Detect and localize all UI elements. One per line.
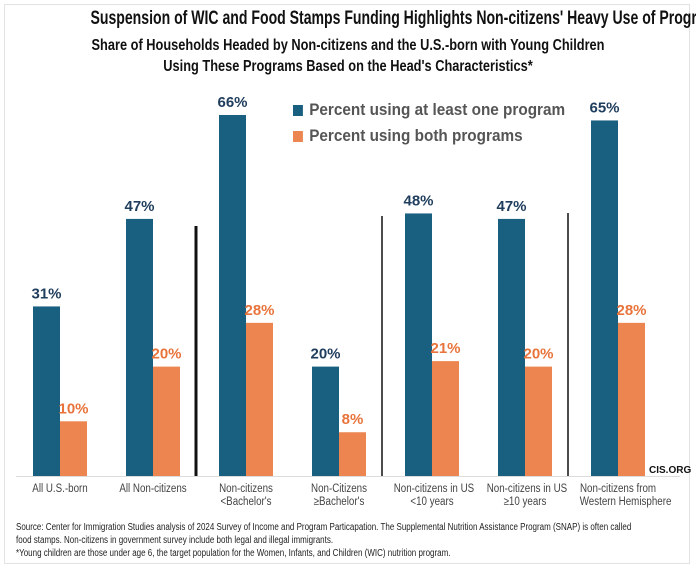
data-label: 10% [58,400,88,417]
data-label: 21% [430,340,460,357]
footnote-source-2: food stamps. Non-citizens in government … [16,535,334,546]
bar-at-least-one [33,306,60,476]
category-label-line: All Non-citizens [119,483,187,495]
chart-subtitle-line-1: Share of Households Headed by Non-citize… [91,37,605,54]
category-label-line: ≥10 years [503,496,547,508]
data-label: 47% [496,198,526,215]
category-label: All U.S.-born [22,483,99,496]
category-label-line: <Bachelor's [220,496,272,508]
footnote-source-1: Source: Center for Immigration Studies a… [16,522,632,533]
watermark: CIS.ORG [649,465,692,476]
data-label: 31% [31,285,61,302]
bar-both [339,432,366,476]
bar-at-least-one [126,218,153,476]
category-label: Non-Citizens ≥Bachelor's [301,483,378,509]
data-label: 28% [616,302,646,319]
legend-label: Percent using both programs [309,126,523,145]
category-label-line: Western Hemisphere [579,496,672,508]
data-label: 20% [310,346,340,363]
data-label: 20% [151,346,181,363]
category-label-line: Non-citizens [219,483,273,495]
data-label: 8% [342,411,364,428]
data-label: 48% [403,192,433,209]
category-label: Non-citizens <Bachelor's [208,483,285,509]
category-label-line: Non-Citizens [311,483,367,495]
category-label: Non-citizens from Western Hemisphere [579,483,672,509]
bar-both [525,366,552,476]
footnote-young-children: *Young children are those under age 6, t… [16,548,451,559]
legend-item-both: Percent using both programs [293,126,523,146]
legend-swatch-orange [293,130,303,142]
category-label: Non-citizens in US <10 years [393,483,475,509]
chart-title: Suspension of WIC and Food Stamps Fundin… [90,8,696,29]
category-label-line: <10 years [410,496,454,508]
bar-at-least-one [591,120,618,476]
data-label: 28% [244,302,274,319]
category-label: Non-citizens in US ≥10 years [486,483,568,509]
data-label: 65% [589,99,619,116]
bar-both [60,421,87,476]
category-label-line: ≥Bachelor's [313,496,365,508]
category-label-line: All U.S.-born [32,483,88,495]
bar-both [618,322,645,476]
bar-both [153,366,180,476]
data-label: 47% [124,198,154,215]
legend-swatch-blue [293,104,303,116]
category-label-line: Non-citizens from [579,483,657,495]
legend-item-at-least-one: Percent using at least one program [293,100,565,120]
bar-both [246,322,273,476]
bar-at-least-one [312,366,339,476]
category-label-line: Non-citizens in US [393,483,475,495]
data-label: 20% [523,346,553,363]
chart-subtitle-line-2: Using These Programs Based on the Head's… [163,58,533,75]
data-label: 66% [217,94,247,111]
bar-at-least-one [405,213,432,476]
bar-at-least-one [498,218,525,476]
bar-both [432,361,459,476]
chart-frame [4,4,690,564]
category-label-line: Non-citizens in US [486,483,568,495]
bar-at-least-one [219,114,246,476]
category-label: All Non-citizens [115,483,192,496]
legend-label: Percent using at least one program [309,100,566,119]
